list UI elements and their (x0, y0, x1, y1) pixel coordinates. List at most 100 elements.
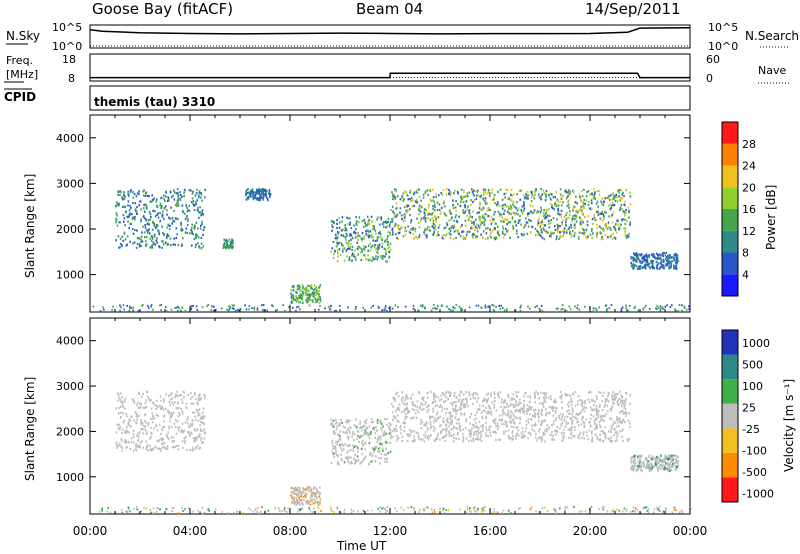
echo-point (146, 445, 149, 448)
echo-point (441, 409, 443, 412)
echo-point (574, 391, 577, 394)
echo-point (581, 404, 583, 408)
echo-point (176, 233, 178, 236)
echo-point (674, 308, 676, 311)
echo-point (156, 213, 158, 216)
echo-point (639, 460, 641, 463)
echo-point (545, 411, 548, 414)
echo-point (497, 201, 499, 204)
echo-point (515, 207, 517, 210)
echo-point (538, 307, 540, 310)
echo-point (156, 439, 158, 442)
echo-point (526, 412, 528, 415)
echo-point (132, 399, 135, 402)
echo-point (498, 418, 501, 421)
echo-point (324, 307, 326, 310)
echo-point (519, 214, 521, 217)
echo-point (159, 220, 161, 223)
echo-point (519, 309, 522, 312)
echo-point (501, 230, 504, 233)
echo-point (589, 406, 592, 409)
echo-point (361, 439, 364, 443)
echo-point (472, 236, 474, 239)
echo-point (335, 233, 337, 236)
echo-point (633, 252, 635, 255)
echo-point (565, 394, 567, 397)
echo-point (133, 192, 136, 196)
echo-point (478, 215, 480, 218)
echo-point (351, 248, 353, 252)
echo-point (319, 502, 321, 505)
echo-point (156, 225, 159, 228)
echo-point (539, 225, 542, 228)
echo-point (614, 237, 617, 240)
echo-point (537, 219, 539, 222)
echo-point (529, 396, 532, 399)
echo-point (374, 229, 377, 232)
echo-point (190, 392, 192, 395)
echo-point (600, 227, 603, 230)
echo-point (301, 503, 304, 506)
echo-point (132, 196, 135, 199)
echo-point (471, 393, 473, 396)
echo-point (424, 229, 426, 232)
echo-point (139, 441, 142, 444)
echo-point (302, 487, 305, 491)
echo-point (571, 407, 573, 410)
echo-point (550, 206, 553, 209)
echo-point (315, 487, 317, 490)
echo-point (167, 234, 170, 237)
echo-point (361, 239, 363, 242)
echo-point (116, 201, 118, 204)
echo-point (540, 209, 543, 212)
echo-point (452, 238, 455, 241)
echo-point (363, 218, 366, 221)
echo-point (166, 213, 168, 216)
echo-point (474, 225, 477, 229)
echo-point (518, 219, 520, 222)
echo-point (175, 227, 178, 230)
echo-point (453, 225, 456, 228)
echo-point (610, 418, 613, 421)
echo-point (570, 429, 573, 432)
echo-point (163, 218, 165, 221)
echo-point (396, 439, 398, 442)
echo-point (493, 237, 495, 240)
echo-point (461, 224, 463, 227)
echo-point (482, 404, 484, 407)
echo-point (345, 430, 348, 433)
echo-point (468, 212, 471, 215)
echo-point (577, 237, 580, 240)
echo-point (261, 196, 263, 199)
echo-point (413, 237, 415, 240)
echo-point (144, 406, 146, 409)
echo-point (406, 194, 408, 197)
echo-point (574, 428, 576, 431)
echo-point (150, 215, 152, 218)
echo-point (476, 235, 479, 238)
echo-point (129, 190, 132, 193)
echo-point (574, 416, 576, 419)
echo-point (617, 227, 620, 230)
echo-point (192, 411, 194, 414)
echo-point (470, 225, 473, 228)
echo-point (147, 449, 149, 452)
echo-point (430, 200, 432, 203)
echo-point (624, 408, 627, 411)
echo-point (383, 430, 386, 433)
echo-point (620, 204, 622, 207)
echo-point (512, 203, 514, 206)
echo-point (344, 229, 346, 232)
echo-point (545, 198, 547, 201)
echo-point (656, 466, 659, 469)
echo-point (174, 446, 176, 449)
echo-point (465, 200, 467, 203)
echo-point (668, 464, 670, 467)
echo-point (148, 210, 151, 214)
echo-point (245, 190, 247, 194)
echo-point (567, 195, 569, 198)
echo-point (172, 220, 174, 223)
y-tick-label: 3000 (56, 177, 84, 190)
echo-point (306, 296, 309, 300)
echo-point (140, 420, 142, 424)
